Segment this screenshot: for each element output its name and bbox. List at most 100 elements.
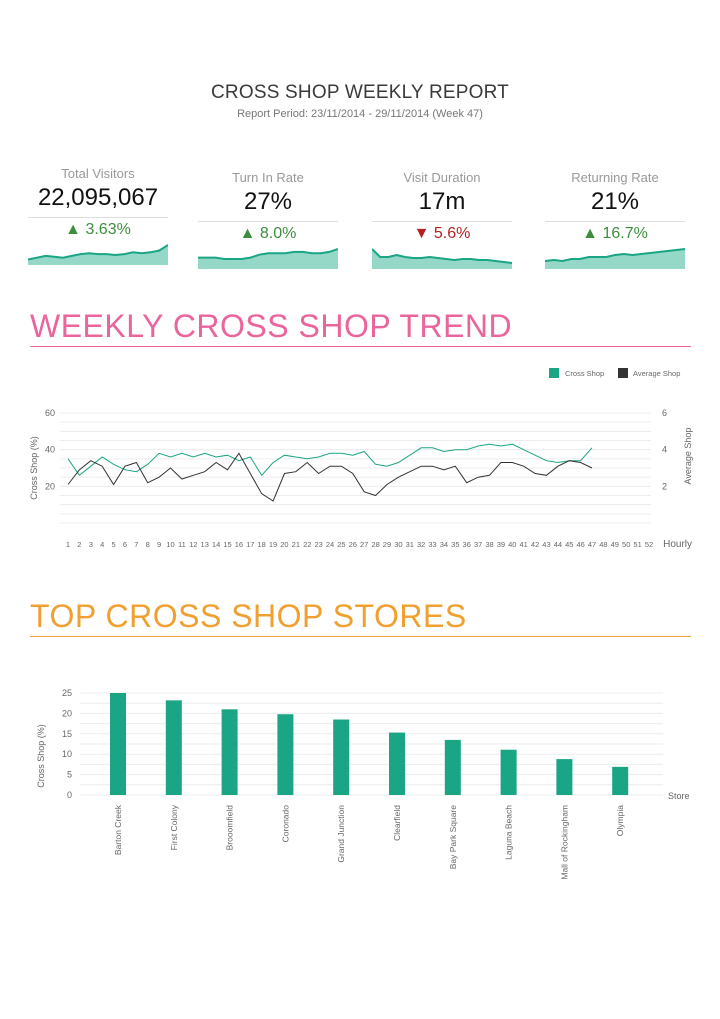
x-tick-label: 19 (269, 540, 277, 549)
y-axis-label: Cross Shop (%) (36, 724, 46, 788)
bar (500, 749, 517, 795)
x-tick-label: 20 (280, 540, 288, 549)
bar (444, 739, 461, 795)
y2-tick-label: 2 (662, 481, 667, 491)
kpi-turn-in-rate: Turn In Rate 27% ▲ 8.0% (198, 166, 338, 269)
x-tick-label: 1 (66, 540, 70, 549)
x-tick-label: 40 (508, 540, 516, 549)
x-tick-label: 18 (257, 540, 265, 549)
y-tick-label: 25 (62, 688, 72, 698)
y-tick-label: 20 (62, 708, 72, 718)
x-tick-label: 23 (314, 540, 322, 549)
kpi-sparkline (198, 248, 338, 269)
x-tick-label: 37 (474, 540, 482, 549)
bar (333, 719, 350, 795)
section-rule (30, 636, 691, 637)
kpi-change: ▲ 8.0% (198, 225, 338, 243)
sparkline-line (372, 248, 512, 264)
x-tick-label: 34 (440, 540, 448, 549)
x-tick-label: 12 (189, 540, 197, 549)
kpi-change: ▲ 16.7% (545, 225, 685, 243)
y-tick-label: 20 (45, 481, 55, 491)
x-tick-label: 42 (531, 540, 539, 549)
legend-label: Average Shop (633, 369, 680, 378)
kpi-value: 27% (243, 188, 293, 215)
kpi-divider (372, 221, 512, 222)
kpi-divider (198, 221, 338, 222)
x-tick-label: 24 (326, 540, 334, 549)
x-tick-label: 27 (360, 540, 368, 549)
x-tick-label: 25 (337, 540, 345, 549)
x-tick-label: 26 (349, 540, 357, 549)
x-tick-label: 7 (134, 540, 138, 549)
x-tick-label: 4 (100, 540, 104, 549)
bar (612, 766, 629, 795)
kpi-change: ▼ 5.6% (372, 225, 512, 243)
x-tick-label: 16 (235, 540, 243, 549)
x-tick-label: 28 (371, 540, 379, 549)
x-tick-label: 39 (497, 540, 505, 549)
x-tick-label: Brooomfield (225, 805, 235, 851)
bar (221, 709, 238, 795)
kpi-total-visitors: Total Visitors 22,095,067 ▲ 3.63% (28, 166, 168, 265)
x-tick-label: 48 (599, 540, 607, 549)
x-tick-label: 5 (111, 540, 115, 549)
x-tick-label: 29 (383, 540, 391, 549)
y-tick-label: 0 (67, 790, 72, 800)
kpi-visit-duration: Visit Duration 17m ▼ 5.6% (372, 166, 512, 269)
report-title: CROSS SHOP WEEKLY REPORT (211, 82, 509, 103)
triangle-up-icon: ▲ (65, 221, 81, 238)
y-tick-label: 15 (62, 729, 72, 739)
kpi-label: Visit Duration (403, 170, 481, 185)
bar (277, 714, 294, 795)
triangle-down-icon: ▼ (413, 225, 430, 242)
y-tick-label: 40 (45, 445, 55, 455)
section-title-stores: TOP CROSS SHOP STORES (30, 598, 467, 634)
kpi-change: ▲ 3.63% (28, 221, 168, 239)
x-tick-label: 52 (645, 540, 653, 549)
x-axis-label: Store (668, 791, 690, 801)
triangle-up-icon: ▲ (582, 225, 598, 242)
x-tick-label: Coronado (280, 805, 290, 843)
x-tick-label: 47 (588, 540, 596, 549)
x-tick-label: 46 (576, 540, 584, 549)
y-axis-label: Cross Shop (%) (29, 436, 39, 500)
x-tick-label: 41 (520, 540, 528, 549)
x-tick-label: First Colony (169, 804, 179, 850)
x-tick-label: 32 (417, 540, 425, 549)
x-tick-label: Laguna Beach (504, 805, 514, 860)
x-tick-label: 45 (565, 540, 573, 549)
sparkline-line (545, 248, 685, 263)
section-title-trend: WEEKLY CROSS SHOP TREND (30, 308, 513, 344)
sparkline-area (198, 249, 338, 269)
bar (389, 732, 405, 795)
x-tick-label: Clearfield (392, 805, 402, 841)
y2-axis-label: Average Shop (683, 428, 693, 485)
kpi-divider (28, 217, 168, 218)
series-line-cross-shop (67, 443, 593, 477)
bar (165, 700, 182, 795)
report-period: Report Period: 23/11/2014 - 29/11/2014 (… (237, 108, 483, 120)
bar (110, 693, 126, 795)
x-tick-label: 49 (611, 540, 619, 549)
kpi-change-value: 3.63% (85, 221, 131, 238)
kpi-value: 21% (590, 188, 640, 215)
x-tick-label: 21 (292, 540, 300, 549)
section-rule (30, 346, 691, 347)
kpi-sparkline (372, 248, 512, 269)
x-tick-label: 22 (303, 540, 311, 549)
kpi-label: Returning Rate (571, 170, 659, 185)
x-tick-label: 14 (212, 540, 220, 549)
x-tick-label: 3 (89, 540, 93, 549)
kpi-label: Turn In Rate (232, 170, 304, 185)
bar (556, 759, 573, 795)
x-tick-label: 15 (223, 540, 231, 549)
y-tick-label: 10 (62, 749, 72, 759)
x-tick-label: 31 (406, 540, 414, 549)
x-tick-label: 9 (157, 540, 161, 549)
x-tick-label: 10 (166, 540, 174, 549)
x-tick-label: Bay Park Square (448, 805, 458, 870)
kpi-returning-rate: Returning Rate 21% ▲ 16.7% (545, 166, 685, 269)
x-axis-label: Hourly (663, 539, 692, 550)
